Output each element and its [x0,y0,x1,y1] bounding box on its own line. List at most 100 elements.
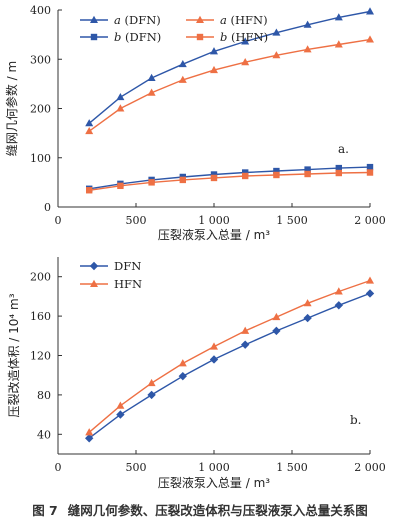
legend-marker [90,33,98,41]
data-point [86,187,93,194]
data-point [272,326,281,336]
data-point [334,301,343,310]
panel-label: b. [350,413,362,427]
data-point [303,45,312,53]
data-point [210,342,218,350]
y-axis-label: 缝网几何参数 / m [4,61,19,156]
data-point [85,119,94,127]
y-tick-label: 400 [30,4,51,17]
data-point [366,7,374,15]
data-point [178,59,187,68]
x-tick-label: 0 [55,214,62,227]
data-point [304,170,311,178]
x-tick-label: 2 000 [354,461,386,474]
legend-entry: b (DFN) [80,30,161,44]
data-point [273,167,280,175]
series-line [88,38,371,132]
y-tick-label: 40 [37,428,51,441]
data-point [241,340,250,349]
legend-marker [196,33,204,41]
legend-marker [90,15,98,23]
legend-label: b (HFN) [220,30,268,44]
data-point [85,126,94,135]
data-point [148,179,155,186]
y-tick-label: 0 [44,201,51,214]
figure-number: 图 7 [32,503,58,518]
data-point [209,355,219,364]
data-point [366,276,374,284]
legend-label: HFN [114,277,142,291]
data-point [242,172,249,180]
series-a-dfn [85,7,374,127]
data-point [366,35,374,43]
legend-entry: HFN [80,277,142,291]
data-point [335,164,342,172]
legend-marker [89,261,99,271]
series-line [88,279,371,433]
data-point [116,410,125,419]
x-axis-label: 压裂液泵入总量 / m³ [158,475,270,490]
data-point [272,51,281,59]
figure-caption-text: 缝网几何参数、压裂改造体积与压裂液泵入总量关系图 [67,503,368,518]
data-point [147,73,156,81]
data-point [85,434,94,443]
legend-label: b (DFN) [114,30,161,44]
data-point [210,47,218,55]
x-tick-label: 500 [126,461,147,474]
x-tick-label: 500 [126,214,147,227]
series-line [88,292,371,439]
data-point [116,92,125,101]
series-b-dfn [86,163,374,192]
data-point [147,88,156,96]
y-tick-label: 80 [37,389,51,402]
data-point [241,58,250,66]
data-point [303,299,312,307]
data-point [116,401,125,409]
legend-marker [90,279,98,287]
x-tick-label: 1 000 [198,461,230,474]
y-axis-label: 压裂改造体积 / 10⁴ m³ [7,293,21,417]
series-hfn [85,276,374,436]
data-point [147,390,156,400]
series-dfn [85,289,375,443]
x-tick-label: 2 000 [354,214,386,227]
legend-entry: DFN [80,259,141,273]
data-point [366,169,374,176]
legend-entry: a (HFN) [186,13,268,27]
panel-label: a. [338,142,349,156]
data-point [272,28,281,36]
data-point [334,287,343,295]
data-point [242,169,249,176]
series-a-hfn [85,35,374,135]
data-point [210,174,218,182]
data-point [178,371,187,381]
data-point [273,171,280,179]
x-tick-label: 0 [55,461,62,474]
series-line [89,171,371,191]
legend-entry: a (DFN) [80,13,161,27]
data-point [178,359,187,367]
legend-label: a (DFN) [114,13,161,27]
data-point [210,65,218,74]
data-point [241,326,250,334]
data-point [334,40,343,48]
legend-label: DFN [114,259,141,273]
chart-panel-b: 40 80 120 160 200 0 500 1 000 1 500 2 000 压裂液泵入总量 … [7,257,386,490]
data-point [85,428,94,436]
data-point [304,166,311,173]
x-tick-label: 1 500 [276,214,308,227]
y-tick-label: 160 [30,310,51,323]
data-point [366,163,374,171]
y-tick-label: 100 [30,152,51,165]
y-tick-label: 300 [30,53,51,66]
series-line [89,166,371,190]
data-point [365,289,375,298]
data-point [334,13,343,21]
data-point [241,37,250,45]
x-tick-label: 1 500 [276,461,308,474]
series-b-hfn [86,169,374,194]
chart-panel-a: 0 100 200 300 400 0 500 1 000 1 500 2 000 压裂液泵入总量 … [4,4,386,242]
y-tick-label: 200 [30,271,51,284]
figure-caption: 图 7 缝网几何参数、压裂改造体积与压裂液泵入总量关系图 [0,500,400,519]
data-point [210,171,218,178]
